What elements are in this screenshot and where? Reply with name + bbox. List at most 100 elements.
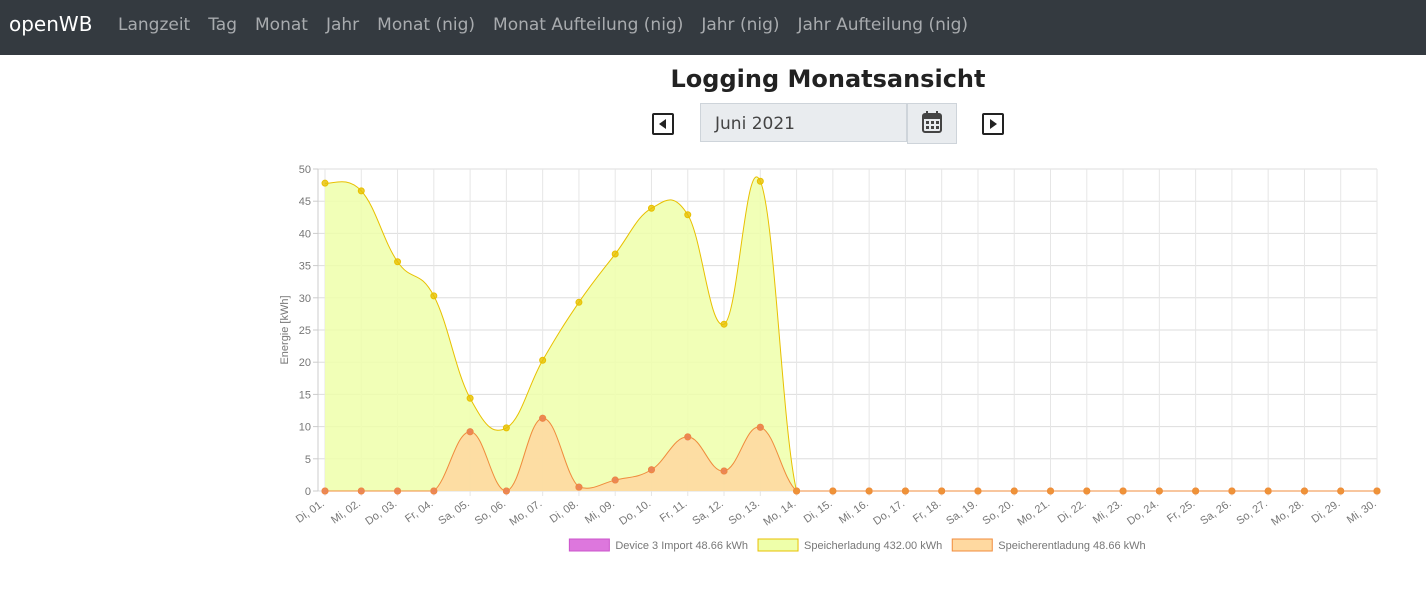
data-point: [938, 487, 946, 495]
data-point: [430, 487, 438, 495]
x-tick-label: Do, 03.: [363, 498, 399, 528]
navbar: openWB Langzeit Tag Monat Jahr Monat (nig) Mo…: [0, 0, 1426, 55]
x-tick-label: Do, 17.: [871, 498, 907, 528]
data-point: [394, 258, 402, 266]
nav-item[interactable]: Monat (nig): [377, 15, 476, 35]
nav-item[interactable]: Jahr: [325, 15, 360, 35]
x-tick-label: Sa, 12.: [690, 498, 725, 528]
data-point: [684, 211, 692, 219]
x-tick-label: Di, 15.: [802, 498, 835, 526]
legend-label: Device 3 Import 48.66 kWh: [615, 540, 748, 552]
legend-swatch: [568, 538, 610, 552]
nav-item[interactable]: Jahr Aufteilung (nig): [797, 15, 969, 35]
data-point: [321, 487, 329, 495]
x-tick-label: Fr, 18.: [911, 498, 943, 526]
data-point: [1155, 487, 1163, 495]
y-tick-label: 10: [299, 422, 311, 434]
y-axis-label: Energie [kWh]: [279, 295, 291, 364]
data-point: [1119, 487, 1127, 495]
data-point: [1337, 487, 1345, 495]
x-tick-label: Fr, 11.: [658, 498, 690, 525]
nav-item[interactable]: Langzeit: [118, 15, 191, 35]
x-tick-label: Di, 01.: [294, 498, 327, 526]
data-point: [611, 250, 619, 258]
data-point: [539, 356, 547, 364]
x-tick-label: Fr, 04.: [403, 498, 435, 526]
x-tick-label: Mi, 09.: [583, 498, 617, 527]
x-tick-label: So, 13.: [727, 498, 762, 528]
x-tick-label: Sa, 05.: [436, 498, 471, 528]
data-point: [357, 487, 365, 495]
nav-item[interactable]: Monat Aufteilung (nig): [493, 15, 684, 35]
y-tick-label: 45: [299, 196, 311, 208]
data-point: [502, 487, 510, 495]
x-tick-label: Sa, 19.: [944, 498, 979, 528]
data-point: [901, 487, 909, 495]
y-tick-label: 40: [299, 228, 311, 240]
data-point: [1083, 487, 1091, 495]
next-button[interactable]: [982, 113, 1004, 135]
data-point: [720, 467, 728, 475]
data-point: [357, 187, 365, 195]
data-point: [611, 476, 619, 484]
data-point: [1300, 487, 1308, 495]
data-point: [575, 483, 583, 491]
x-tick-label: Mi, 02.: [329, 498, 363, 527]
data-point: [575, 298, 583, 306]
x-tick-label: Mi, 23.: [1091, 498, 1125, 527]
data-point: [1047, 487, 1055, 495]
x-tick-label: So, 27.: [1234, 498, 1269, 528]
data-point: [539, 414, 547, 422]
x-tick-label: Mi, 30.: [1345, 498, 1379, 527]
calendar-button[interactable]: [907, 103, 957, 144]
y-tick-label: 5: [305, 454, 311, 466]
data-point: [720, 320, 728, 328]
y-tick-label: 0: [305, 486, 311, 498]
x-tick-label: Mo, 07.: [507, 498, 544, 529]
data-point: [1192, 487, 1200, 495]
data-point: [466, 394, 474, 402]
data-point: [756, 177, 764, 185]
data-point: [1264, 487, 1272, 495]
y-tick-label: 35: [299, 261, 311, 273]
legend-label: Speicherentladung 48.66 kWh: [998, 540, 1145, 552]
data-point: [647, 204, 655, 212]
date-input[interactable]: Juni 2021: [700, 103, 907, 142]
x-tick-label: Sa, 26.: [1198, 498, 1233, 528]
y-tick-label: 30: [299, 293, 311, 305]
data-point: [1010, 487, 1018, 495]
legend-swatch: [757, 538, 799, 552]
series-area: [325, 418, 1377, 491]
data-point: [394, 487, 402, 495]
brand[interactable]: openWB: [9, 12, 93, 36]
page-title: Logging Monatsansicht: [670, 65, 986, 93]
y-tick-label: 50: [299, 164, 311, 176]
x-tick-label: Di, 29.: [1310, 498, 1343, 526]
x-tick-label: Di, 22.: [1056, 498, 1089, 526]
data-point: [1228, 487, 1236, 495]
data-point: [321, 179, 329, 187]
y-tick-label: 25: [299, 325, 311, 337]
prev-button[interactable]: [652, 113, 674, 135]
nav-item[interactable]: Jahr (nig): [701, 15, 780, 35]
x-tick-label: Mo, 14.: [761, 498, 798, 529]
data-point: [793, 487, 801, 495]
x-tick-label: Do, 10.: [617, 498, 653, 528]
x-tick-label: Fr, 25.: [1165, 498, 1197, 526]
data-point: [684, 433, 692, 441]
data-point: [756, 423, 764, 431]
data-point: [502, 424, 510, 432]
x-tick-label: Mi, 16.: [837, 498, 871, 527]
nav-item[interactable]: Tag: [208, 15, 238, 35]
data-point: [829, 487, 837, 495]
data-point: [1373, 487, 1381, 495]
nav-item[interactable]: Monat: [255, 15, 308, 35]
data-point: [974, 487, 982, 495]
series-area: [325, 176, 1377, 492]
nav-items: Langzeit Tag Monat Jahr Monat (nig) Monat Auf…: [118, 15, 986, 35]
y-tick-label: 15: [299, 389, 311, 401]
data-point: [466, 428, 474, 436]
x-tick-label: So, 20.: [981, 498, 1016, 528]
data-point: [430, 292, 438, 300]
